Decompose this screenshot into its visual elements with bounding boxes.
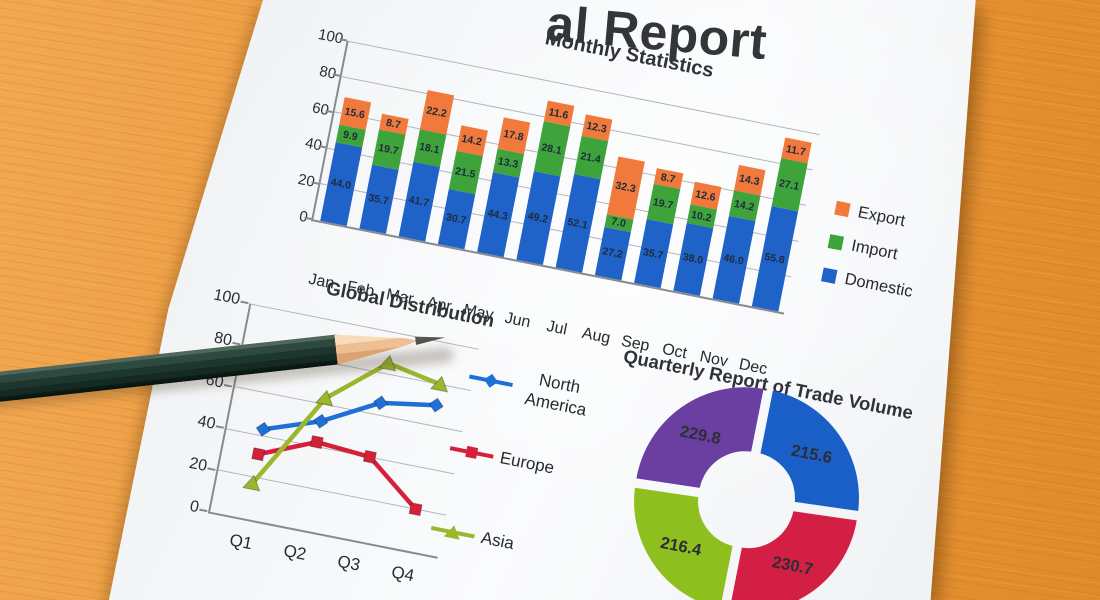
bar-ytick-label: 60 — [310, 99, 331, 119]
legend-label: North America — [523, 370, 589, 420]
line-gridline — [226, 428, 455, 475]
line-ytick-label: 0 — [188, 497, 201, 517]
legend-item-north-america: North America — [465, 356, 600, 423]
bar-segment-domestic: 55.8 — [751, 206, 798, 312]
bar-segment-import: 18.1 — [412, 129, 446, 167]
bar-value-label: 19.7 — [651, 196, 675, 212]
bar-segment-import: 28.1 — [533, 121, 570, 177]
x-label-q4: Q4 — [389, 562, 416, 586]
bar-ytick-label: 20 — [296, 170, 317, 191]
export-swatch-icon — [834, 200, 851, 218]
bar-value-label: 11.6 — [547, 105, 570, 122]
bar-value-label: 21.5 — [454, 164, 477, 181]
bar-value-label: 38.0 — [681, 251, 705, 268]
line-ytick-label: 100 — [212, 286, 242, 309]
bar-segment-domestic: 44.3 — [476, 172, 519, 257]
import-swatch-icon — [827, 234, 845, 251]
donut-segment-top-left — [636, 387, 764, 488]
donut-segment-bottom-right — [729, 511, 857, 600]
donut-chart: Quarterly Report of Trade Volume 215.6 23… — [557, 335, 968, 600]
bar-value-label: 28.1 — [540, 141, 563, 158]
line-axis-tick — [199, 508, 208, 513]
bar-value-label: 35.7 — [641, 245, 665, 262]
bar-value-label: 22.2 — [425, 104, 448, 121]
bar-value-label: 12.3 — [585, 119, 608, 136]
bar-segment-import: 21.4 — [573, 136, 608, 180]
donut-segment-top-right — [760, 390, 859, 511]
line-axis-tick — [240, 300, 249, 305]
bar-ytick-label: 0 — [297, 207, 310, 227]
legend-item-asia: Asia — [429, 517, 516, 554]
bar-segment-domestic: 35.7 — [358, 164, 399, 234]
bar-segment-domestic: 44.0 — [319, 142, 362, 226]
bar-segment-domestic: 41.7 — [398, 161, 440, 242]
bar-segment-import: 19.7 — [646, 183, 680, 225]
line-ytick-label: 40 — [196, 412, 217, 434]
bar-value-label: 35.7 — [367, 191, 390, 208]
bar-value-label: 8.7 — [384, 117, 402, 132]
x-label-q1: Q1 — [227, 530, 254, 554]
bar-value-label: 27.2 — [601, 245, 624, 262]
pencil-graphite-tip — [414, 323, 447, 356]
line-ytick-label: 20 — [187, 454, 209, 475]
bar-segment-domestic: 52.1 — [555, 174, 601, 273]
legend-label: Import — [849, 236, 900, 263]
bar-chart-legend: Export Import Domestic — [818, 197, 965, 322]
north-america-marker-icon — [468, 369, 514, 393]
bar-value-label: 11.7 — [785, 142, 807, 159]
bar-value-label: 8.7 — [659, 171, 677, 187]
bar-segment-domestic: 30.7 — [437, 189, 475, 250]
bar-feb: 35.7 19.7 8.7 — [358, 114, 409, 234]
x-label-q2: Q2 — [281, 540, 308, 564]
legend-label: Asia — [479, 528, 516, 554]
bar-value-label: 30.7 — [444, 211, 468, 228]
bar-value-label: 14.3 — [737, 172, 761, 189]
bar-dec: 55.8 27.1 11.7 — [751, 137, 812, 312]
line-axis-tick — [207, 467, 216, 471]
bar-value-label: 41.7 — [407, 193, 431, 210]
bar-ytick-label: 40 — [303, 134, 324, 155]
bar-sep: 35.7 19.7 8.7 — [633, 168, 683, 289]
bar-segment-export: 22.2 — [419, 89, 454, 135]
bar-value-label: 44.0 — [329, 176, 352, 192]
bar-value-label: 19.7 — [377, 141, 400, 158]
bar-segment-domestic: 27.2 — [594, 226, 631, 281]
line-gridline — [234, 386, 463, 433]
domestic-swatch-icon — [821, 267, 838, 284]
bar-value-label: 17.8 — [502, 127, 525, 144]
bar-value-label: 46.0 — [722, 252, 745, 268]
legend-label: Export — [856, 202, 907, 230]
bar-value-label: 12.6 — [694, 188, 717, 204]
bar-ytick-label: 100 — [316, 25, 345, 48]
donut-segment-bottom-left — [634, 487, 733, 600]
legend-item-europe: Europe — [448, 437, 556, 478]
bar-value-label: 44.3 — [486, 206, 509, 223]
bar-value-label: 14.2 — [732, 198, 756, 215]
bar-segment-domestic: 35.7 — [633, 219, 673, 289]
line-axis-tick — [215, 425, 224, 429]
bar-value-label: 15.6 — [343, 105, 366, 121]
bar-segment-import: 19.7 — [371, 129, 406, 170]
bar-value-label: 27.1 — [777, 177, 801, 193]
bar-segment-import: 21.5 — [448, 150, 483, 195]
line-gridline — [218, 469, 447, 516]
bar-value-label: 13.3 — [496, 155, 520, 172]
bar-value-label: 52.1 — [566, 215, 589, 232]
bar-value-label: 14.2 — [460, 132, 483, 149]
bar-ytick-label: 80 — [317, 63, 338, 84]
bar-value-label: 21.4 — [579, 149, 602, 166]
bar-oct: 38.0 10.2 12.6 — [672, 182, 721, 296]
legend-label: Domestic — [843, 269, 915, 301]
bar-value-label: 55.8 — [763, 251, 786, 267]
bar-value-label: 49.2 — [526, 210, 550, 227]
legend-label: Europe — [498, 448, 556, 478]
x-label-q3: Q3 — [335, 551, 362, 575]
bar-value-label: 18.1 — [418, 140, 441, 157]
bar-value-label: 32.3 — [614, 179, 637, 196]
bar-value-label: 10.2 — [690, 208, 713, 225]
bar-value-label: 9.9 — [341, 128, 359, 144]
bar-segment-domestic: 46.0 — [712, 216, 755, 304]
